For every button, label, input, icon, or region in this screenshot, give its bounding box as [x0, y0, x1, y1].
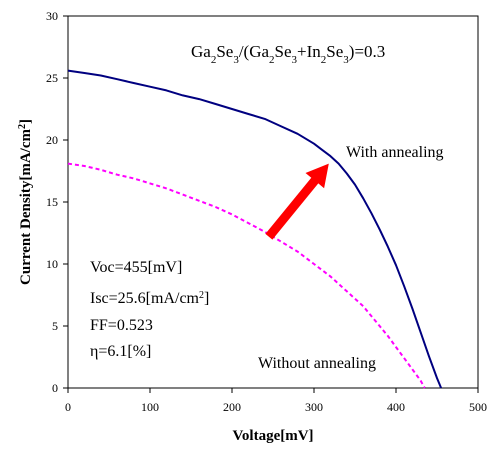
series-label-with-annealing: With annealing — [346, 144, 444, 161]
param-voc: Voc=455[mV] — [90, 259, 182, 276]
annealing-arrow — [265, 163, 329, 240]
arrow-shape — [265, 163, 329, 240]
x-tick-label: 200 — [223, 400, 241, 414]
param-ff: FF=0.523 — [90, 317, 153, 334]
param-eta: η=6.1[%] — [90, 343, 151, 360]
x-tick-label: 0 — [65, 400, 71, 414]
y-tick-label: 30 — [46, 9, 58, 23]
y-tick-label: 5 — [52, 319, 58, 333]
plot-area — [67, 15, 479, 389]
y-tick-label: 15 — [46, 195, 58, 209]
x-tick-label: 100 — [141, 400, 159, 414]
x-tick-label: 300 — [305, 400, 323, 414]
series-line-with-annealing — [67, 69, 443, 389]
y-tick-label: 0 — [52, 381, 58, 395]
y-tick-label: 20 — [46, 133, 58, 147]
y-axis: 0 5 10 15 20 25 30 — [46, 9, 68, 395]
y-tick-label: 25 — [46, 71, 58, 85]
x-tick-label: 400 — [387, 400, 405, 414]
y-tick-label: 10 — [46, 257, 58, 271]
x-axis: 0 100 200 300 400 500 — [65, 388, 487, 414]
series-label-without-annealing: Without annealing — [258, 355, 376, 372]
x-tick-label: 500 — [469, 400, 487, 414]
param-isc: Isc=25.6[mA/cm2] — [90, 290, 209, 308]
x-axis-title: Voltage[mV] — [232, 428, 313, 444]
composition-formula: Ga2Se3/(Ga2Se3+In2Se3)=0.3 — [191, 42, 385, 66]
y-axis-title: Current Density[mA/cm2] — [17, 119, 35, 285]
